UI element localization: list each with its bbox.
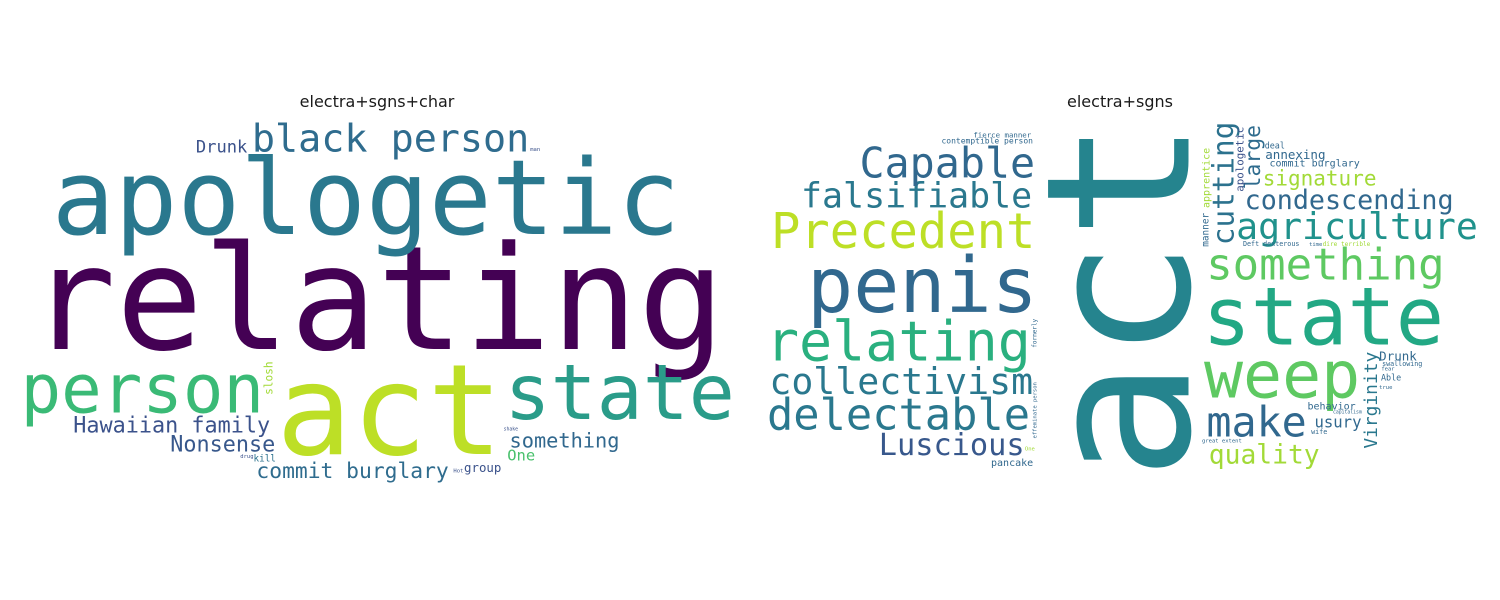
word-fear: fear [1381,366,1395,372]
word-group: group [464,460,501,475]
word-swallowing: swallowing [1382,360,1422,368]
word-collectivism: collectivism [769,360,1033,403]
word-luscious: Luscious [879,428,1025,463]
word-hawaiian-family: Hawaiian family [73,414,270,439]
word-effeminate-person: effeminate person [1032,382,1038,438]
word-capable: Capable [859,139,1035,188]
chart-title: electra+sgns [1067,92,1173,111]
word-shake: shake [504,427,519,433]
word-act: act [1004,119,1237,480]
wordcloud-canvas: relating act apologetic black person person s… [17,116,737,484]
word-black-person: black person [252,116,529,161]
word-apprentice: apprentice [1202,148,1213,208]
word-contemptible-person: contemptible person [941,137,1033,146]
word-behavior: behavior [1308,401,1356,412]
word-capitalism: capitalism [1333,410,1362,416]
word-virginity: Virginity [1361,352,1382,449]
word-drug: drug [240,454,253,460]
word-time: time [1309,242,1322,248]
word-one: One [507,447,535,465]
word-pancake: pancake [991,458,1033,469]
word-state: state [505,349,735,438]
word-nonsense: Nonsense [170,432,275,457]
word-quality: quality [1209,441,1320,471]
word-drunk: Drunk [196,138,248,158]
word-agriculture: agriculture [1236,205,1478,248]
word-apologetic: apologetic [1234,127,1247,192]
word-weep: weep [1204,338,1360,413]
chart-title: electra+sgns+char [299,92,455,111]
word-delectable: delectable [767,390,1030,441]
word-able: Able [1381,372,1401,382]
word-something: something [1206,240,1444,291]
word-wife: wife [1311,428,1327,436]
word-cutting: cutting [1206,122,1240,245]
word-man: man [530,147,540,153]
word-kill: kill [254,454,276,465]
word-commit-burglary: commit burglary [1269,159,1359,170]
word-make: make [1206,398,1306,447]
word-deal: deal [1265,141,1285,151]
word-formerly: formerly [1031,318,1038,347]
word-relating: relating [29,216,725,384]
word-penis: penis [807,242,1038,331]
word-falsifiable: falsifiable [801,177,1032,217]
word-something: something [510,429,620,453]
word-large: large [1241,125,1266,189]
word-slosh: slosh [263,361,276,394]
word-great-extent: great extent [1202,439,1242,445]
word-hot: Hot [453,469,463,475]
word-person: person [21,350,264,429]
word-deft-dexterous: Deft dexterous [1243,240,1299,248]
word-precedent: Precedent [771,203,1035,260]
word-fierce-manner: fierce manner [973,130,1031,139]
word-one: One [1025,447,1035,453]
word-act: act [276,338,503,484]
word-relating: relating [766,309,1031,373]
word-condescending: condescending [1245,185,1454,216]
word-dire-terrible: dire terrible [1323,241,1371,248]
word-annexing: annexing [1265,147,1325,162]
word-signature: signature [1263,166,1377,190]
word-commit-burglary: commit burglary [256,459,448,484]
wordcloud-canvas: act penis state something relating weep Preced… [760,116,1480,484]
word-manner: manner [1201,213,1212,247]
word-apologetic: apologetic [52,137,681,259]
word-usury: usury [1315,413,1362,431]
word-drunk: Drunk [1379,349,1417,364]
word-state: state [1202,269,1444,363]
word-true: true [1379,385,1392,391]
